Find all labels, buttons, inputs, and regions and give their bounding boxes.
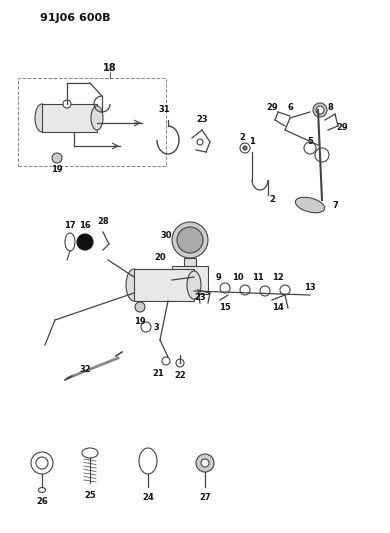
Text: 31: 31	[158, 106, 170, 115]
Text: 12: 12	[272, 273, 284, 282]
Bar	[42, 104, 97, 132]
Circle shape	[260, 286, 270, 296]
Bar	[172, 266, 208, 294]
Bar	[18, 78, 166, 166]
Ellipse shape	[187, 271, 201, 299]
Text: 19: 19	[134, 317, 146, 326]
Text: 14: 14	[272, 303, 284, 312]
Text: 25: 25	[84, 490, 96, 499]
Circle shape	[315, 148, 329, 162]
Text: 32: 32	[79, 366, 91, 375]
Text: 11: 11	[252, 273, 264, 282]
Circle shape	[172, 222, 208, 258]
Circle shape	[176, 359, 184, 367]
Text: 23: 23	[194, 293, 206, 302]
Text: 20: 20	[154, 254, 166, 262]
Text: 27: 27	[199, 492, 211, 502]
Text: 8: 8	[327, 103, 333, 112]
Text: 16: 16	[79, 222, 91, 230]
Text: 30: 30	[160, 230, 172, 239]
Ellipse shape	[126, 269, 142, 301]
Circle shape	[196, 454, 214, 472]
Circle shape	[36, 457, 48, 469]
Circle shape	[240, 143, 250, 153]
Circle shape	[63, 100, 71, 108]
Circle shape	[240, 285, 250, 295]
Text: 19: 19	[51, 166, 63, 174]
Ellipse shape	[82, 448, 98, 458]
Circle shape	[77, 234, 93, 250]
Ellipse shape	[295, 197, 324, 213]
Circle shape	[304, 142, 316, 154]
Text: 28: 28	[97, 217, 109, 227]
Circle shape	[141, 322, 151, 332]
Circle shape	[243, 146, 247, 150]
Text: 29: 29	[266, 103, 278, 112]
Text: 9: 9	[215, 273, 221, 282]
Circle shape	[316, 106, 324, 114]
Circle shape	[220, 283, 230, 293]
Text: 5: 5	[307, 138, 313, 147]
Text: 6: 6	[287, 103, 293, 112]
Text: 24: 24	[142, 492, 154, 502]
Ellipse shape	[35, 104, 49, 132]
Circle shape	[197, 139, 203, 145]
Text: 1: 1	[249, 138, 255, 147]
Text: 26: 26	[36, 497, 48, 505]
Circle shape	[52, 153, 62, 163]
Text: 22: 22	[174, 370, 186, 379]
Ellipse shape	[91, 106, 103, 130]
Ellipse shape	[139, 448, 157, 474]
Text: 18: 18	[103, 63, 117, 73]
Text: 2: 2	[239, 133, 245, 142]
Text: 23: 23	[196, 116, 208, 125]
Text: 15: 15	[219, 303, 231, 312]
Circle shape	[313, 103, 327, 117]
Text: 91J06 600B: 91J06 600B	[40, 13, 110, 23]
Ellipse shape	[65, 233, 75, 251]
Circle shape	[31, 452, 53, 474]
Bar	[184, 258, 196, 266]
Text: 2: 2	[269, 196, 275, 205]
Text: 10: 10	[232, 273, 244, 282]
Text: 21: 21	[152, 368, 164, 377]
Circle shape	[177, 227, 203, 253]
Text: 29: 29	[336, 124, 348, 133]
Circle shape	[201, 459, 209, 467]
Bar	[134, 269, 194, 301]
Text: 3: 3	[153, 322, 159, 332]
Text: 13: 13	[304, 284, 316, 293]
Circle shape	[280, 285, 290, 295]
Circle shape	[162, 357, 170, 365]
Ellipse shape	[39, 488, 46, 492]
Text: 17: 17	[64, 222, 76, 230]
Circle shape	[135, 302, 145, 312]
Text: 7: 7	[332, 200, 338, 209]
